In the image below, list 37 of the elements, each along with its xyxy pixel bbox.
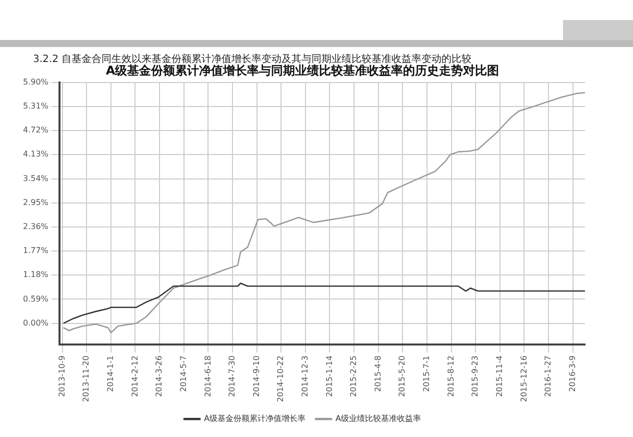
x-tick-label: 2016-1-27 (544, 356, 553, 397)
x-tick-label: 2014-12-3 (300, 356, 310, 397)
x-tick-label: 2015-8-12 (446, 356, 456, 397)
y-tick-label: 2.36% (22, 222, 49, 232)
x-tick-label: 2014-1-1 (106, 356, 116, 392)
x-tick-label: 2016-3-9 (568, 356, 577, 392)
text: 3.2.2 自基金合同生效以来基金份额累计净值增长率变动及其与同期业绩比较基准收益率变动的比较 (33, 54, 472, 65)
x-tick-label: 2015-4-8 (373, 356, 382, 392)
x-tick-label: 2014-2-12 (130, 356, 140, 397)
y-tick-label: 0.00% (22, 318, 49, 328)
x-tick-label: 2014-6-18 (203, 356, 212, 397)
chart-title: A级基金份额累计净值增长率与同期业绩比较基准收益率的历史走势对比图 (106, 63, 500, 78)
x-tick-label: 2015-12-16 (519, 356, 528, 402)
x-tick-label: 2015-11-4 (494, 356, 504, 397)
x-tick-label: 2015-5-20 (398, 356, 407, 397)
x-tick-label: 2014-7-30 (228, 356, 237, 397)
y-tick-label: 1.18% (22, 270, 49, 280)
y-tick-label: 4.13% (22, 150, 49, 159)
legend-label: A级业绩比较基准收益率 (336, 414, 421, 424)
x-tick-label: 2013-11-20 (82, 356, 91, 402)
y-tick-label: 1.77% (22, 246, 49, 256)
y-tick-label: 0.59% (22, 294, 49, 304)
x-tick-label: 2014-3-26 (154, 356, 164, 397)
x-tick-label: 2014-5-7 (178, 356, 188, 392)
y-tick-label: 3.54% (22, 174, 49, 183)
y-tick-label: 5.31% (22, 102, 49, 111)
y-tick-label: 4.72% (22, 126, 49, 135)
x-tick-label: 2014-9-10 (252, 356, 261, 397)
y-tick-label: 5.90% (22, 77, 49, 86)
x-tick-label: 2015-1-14 (324, 356, 334, 397)
x-tick-label: 2013-10-9 (57, 356, 66, 397)
x-tick-label: 2014-10-22 (276, 356, 286, 402)
y-tick-label: 2.95% (22, 198, 49, 207)
x-tick-label: 2015-7-1 (422, 356, 432, 392)
legend-label: A级基金份额累计净值增长率 (204, 414, 306, 424)
x-tick-label: 2015-2-25 (349, 356, 358, 397)
x-tick-label: 2015-9-23 (470, 356, 480, 397)
